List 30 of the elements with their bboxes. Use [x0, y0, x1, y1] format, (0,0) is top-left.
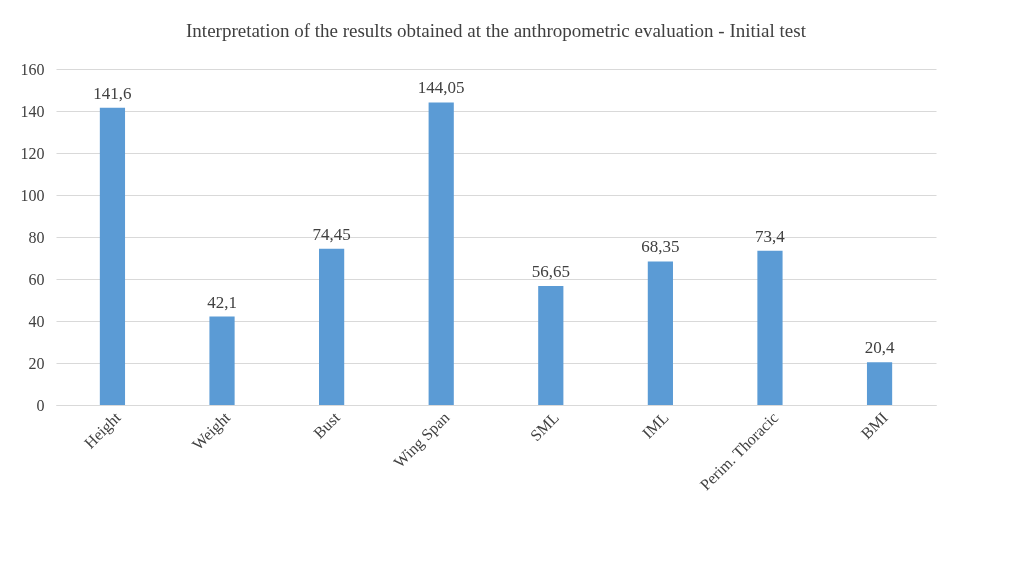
data-label: 74,45	[312, 224, 351, 244]
bar	[428, 102, 454, 405]
x-tick-label: SML	[526, 408, 563, 445]
x-tick-label: Bust	[310, 408, 344, 442]
y-tick-label: 80	[28, 228, 45, 246]
data-label: 144,05	[417, 78, 465, 98]
data-label: 56,65	[531, 262, 570, 282]
y-tick-label: 120	[20, 144, 45, 162]
data-label: 73,4	[755, 226, 786, 246]
data-label: 141,6	[93, 83, 132, 103]
y-tick-label: 0	[36, 396, 45, 414]
y-tick-label: 160	[20, 60, 45, 78]
bar	[99, 107, 126, 405]
data-label: 42,1	[207, 292, 237, 312]
bar	[866, 362, 893, 405]
bar	[538, 286, 564, 405]
data-label: 20,4	[864, 338, 895, 358]
x-tick-label: IML	[638, 408, 672, 442]
x-tick-label: Wing Span	[390, 408, 454, 472]
bar	[757, 250, 783, 405]
chart-title: Interpretation of the results obtained at the anthropometric evaluation - Initial test	[186, 20, 807, 41]
y-tick-label: 40	[28, 312, 45, 330]
bar	[319, 248, 345, 405]
y-tick-label: 100	[20, 186, 45, 204]
y-tick-label: 20	[28, 354, 45, 372]
y-tick-label: 60	[28, 270, 45, 288]
y-tick-label: 140	[20, 102, 45, 120]
data-label: 68,35	[641, 237, 680, 257]
bar	[209, 316, 235, 405]
bar	[647, 261, 673, 405]
